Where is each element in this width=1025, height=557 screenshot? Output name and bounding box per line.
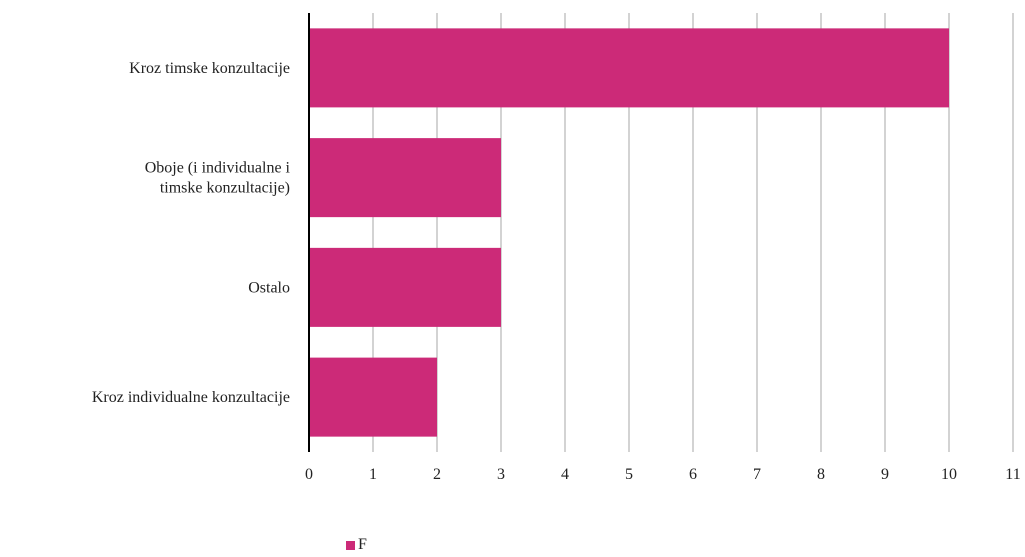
category-label: Kroz timske konzultacije [129,60,290,77]
x-tick-label: 8 [817,466,825,483]
x-tick-label: 0 [305,466,313,483]
x-tick-label: 1 [369,466,377,483]
bar [309,28,949,108]
legend-label: F [358,536,367,553]
category-label: Ostalo [248,279,290,296]
x-tick-label: 5 [625,466,633,483]
category-label: timske konzultacije) [160,180,290,197]
bar [309,138,501,218]
category-label: Oboje (i individualne i [145,160,291,177]
category-label: Kroz individualne konzultacije [92,389,290,406]
x-tick-label: 9 [881,466,889,483]
bar [309,247,501,327]
x-tick-label: 3 [497,466,505,483]
legend-swatch [346,540,355,550]
x-tick-label: 2 [433,466,441,483]
legend: F [346,536,367,554]
bar [309,357,437,437]
x-tick-label: 4 [561,466,569,483]
x-tick-label: 7 [753,466,761,483]
x-tick-label: 6 [689,466,697,483]
x-tick-label: 11 [1005,466,1020,483]
x-tick-label: 10 [941,466,957,483]
